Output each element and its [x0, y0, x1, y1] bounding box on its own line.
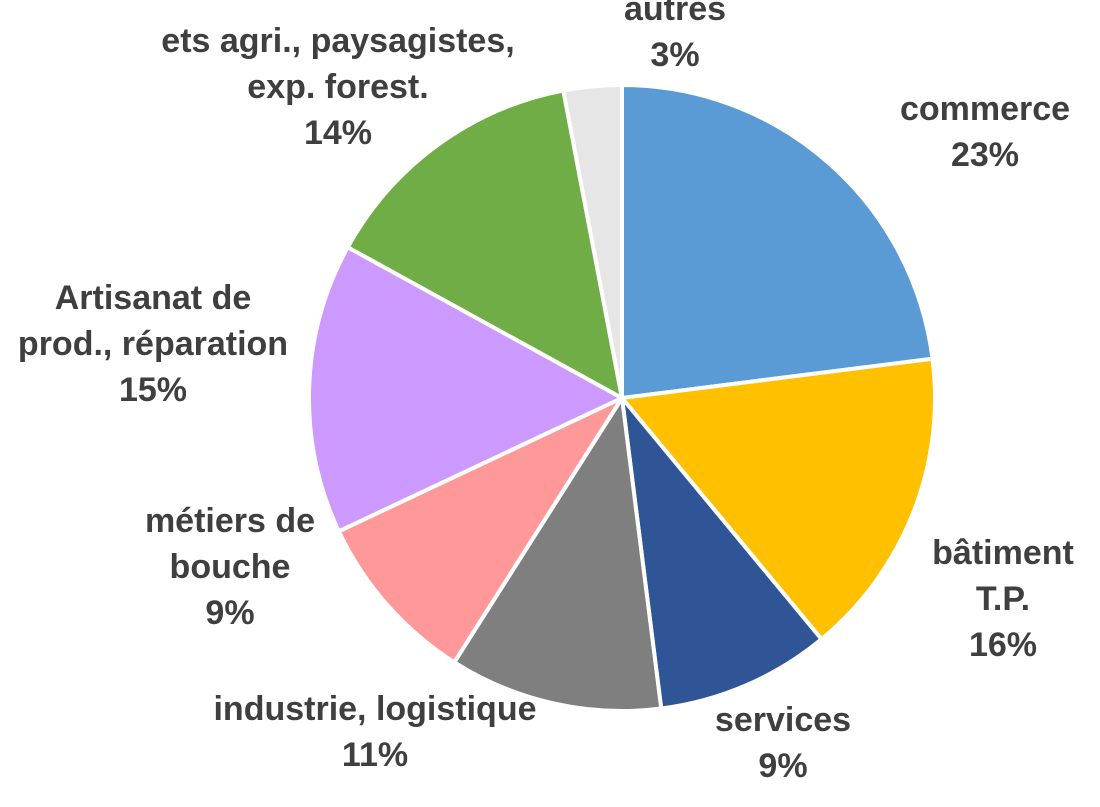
slice-labels: commerce 23% bâtiment T.P. 16% services 9% indu… [18, 0, 1074, 785]
pie-slice [336, 396, 624, 665]
slice-percent: 23% [951, 136, 1019, 174]
slice-percent: 16% [969, 626, 1037, 664]
slice-label: services 9% [715, 701, 851, 785]
slice-label: métiers de bouche 9% [145, 502, 315, 632]
slice-percent: 11% [342, 736, 408, 774]
slice-name: ets agri., paysagistes, [161, 22, 514, 60]
pie-slice [307, 245, 624, 534]
pie-slice [561, 83, 624, 400]
slice-name: commerce [900, 90, 1070, 128]
slice-name: T.P. [976, 580, 1030, 618]
slice-percent: 3% [650, 36, 699, 74]
pie-slice [620, 83, 935, 400]
pie-slices [307, 83, 937, 713]
slice-name: bouche [170, 548, 291, 586]
slice-percent: 14% [304, 114, 372, 152]
slice-name: autres [624, 0, 726, 28]
pie-slice [620, 396, 824, 711]
slice-label: Artisanat de prod., réparation 15% [18, 279, 288, 409]
slice-name: bâtiment [932, 534, 1074, 572]
slice-label: bâtiment T.P. 16% [932, 534, 1074, 664]
slice-percent: 15% [119, 371, 187, 409]
slice-name: exp. forest. [247, 68, 428, 106]
slice-name: Artisanat de [55, 279, 252, 317]
pie-slice [452, 396, 664, 713]
pie-slice [620, 356, 937, 642]
slice-name: métiers de [145, 502, 315, 540]
slice-percent: 9% [758, 747, 807, 785]
slice-label: commerce 23% [900, 90, 1070, 174]
slice-label: autres 3% [624, 0, 726, 74]
pie-slice [345, 88, 624, 400]
slice-percent: 9% [205, 594, 254, 632]
slice-label: industrie, logistique 11% [213, 690, 536, 774]
slice-name: services [715, 701, 851, 739]
slice-name: industrie, logistique [213, 690, 536, 728]
slice-name: prod., réparation [18, 325, 288, 363]
slice-label: ets agri., paysagistes, exp. forest. 14% [161, 22, 514, 152]
